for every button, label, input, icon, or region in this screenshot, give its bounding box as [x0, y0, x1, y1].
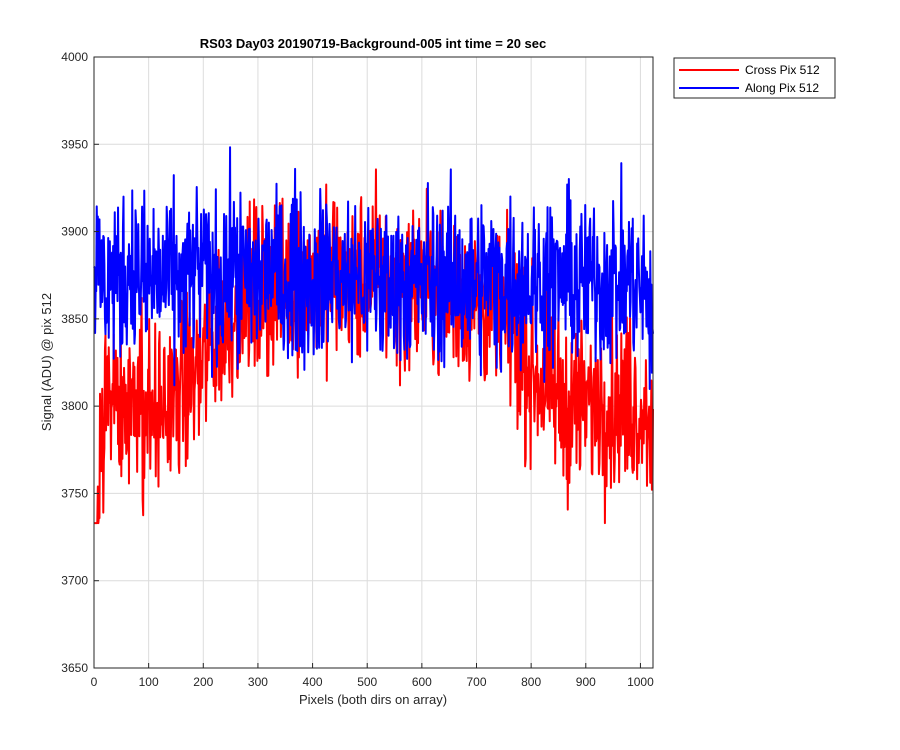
- x-tick-label: 1000: [627, 675, 654, 689]
- x-tick-label: 500: [357, 675, 377, 689]
- x-tick-label: 200: [193, 675, 213, 689]
- axis-ticks: 0 100 200 300 400 500 600 700 800 900 1000 3650 3700…: [61, 50, 654, 689]
- y-tick-label: 3750: [61, 486, 88, 500]
- y-tick-label: 4000: [61, 50, 88, 64]
- x-tick-label: 400: [303, 675, 323, 689]
- x-axis-label: Pixels (both dirs on array): [299, 692, 447, 707]
- x-tick-label: 900: [576, 675, 596, 689]
- series-layer: [93, 146, 654, 525]
- y-axis-label: Signal (ADU) @ pix 512: [39, 293, 54, 431]
- y-tick-label: 3950: [61, 137, 88, 151]
- legend-label-along: Along Pix 512: [745, 81, 819, 95]
- legend-box: [673, 57, 836, 99]
- y-tick-label: 3650: [61, 661, 88, 675]
- x-tick-label: 700: [466, 675, 486, 689]
- chart-title: RS03 Day03 20190719-Background-005 int t…: [200, 36, 547, 51]
- axes-box: [93, 56, 654, 669]
- x-tick-label: 600: [412, 675, 432, 689]
- x-tick-label: 800: [521, 675, 541, 689]
- y-tick-label: 3800: [61, 399, 88, 413]
- legend: Cross Pix 512 Along Pix 512: [673, 57, 836, 99]
- x-tick-label: 300: [248, 675, 268, 689]
- legend-label-cross: Cross Pix 512: [745, 63, 820, 77]
- y-tick-label: 3900: [61, 225, 88, 239]
- y-tick-label: 3850: [61, 312, 88, 326]
- series-line-along-pix-512: [93, 146, 654, 391]
- x-tick-label: 100: [139, 675, 159, 689]
- x-tick-label: 0: [91, 675, 98, 689]
- y-tick-label: 3700: [61, 574, 88, 588]
